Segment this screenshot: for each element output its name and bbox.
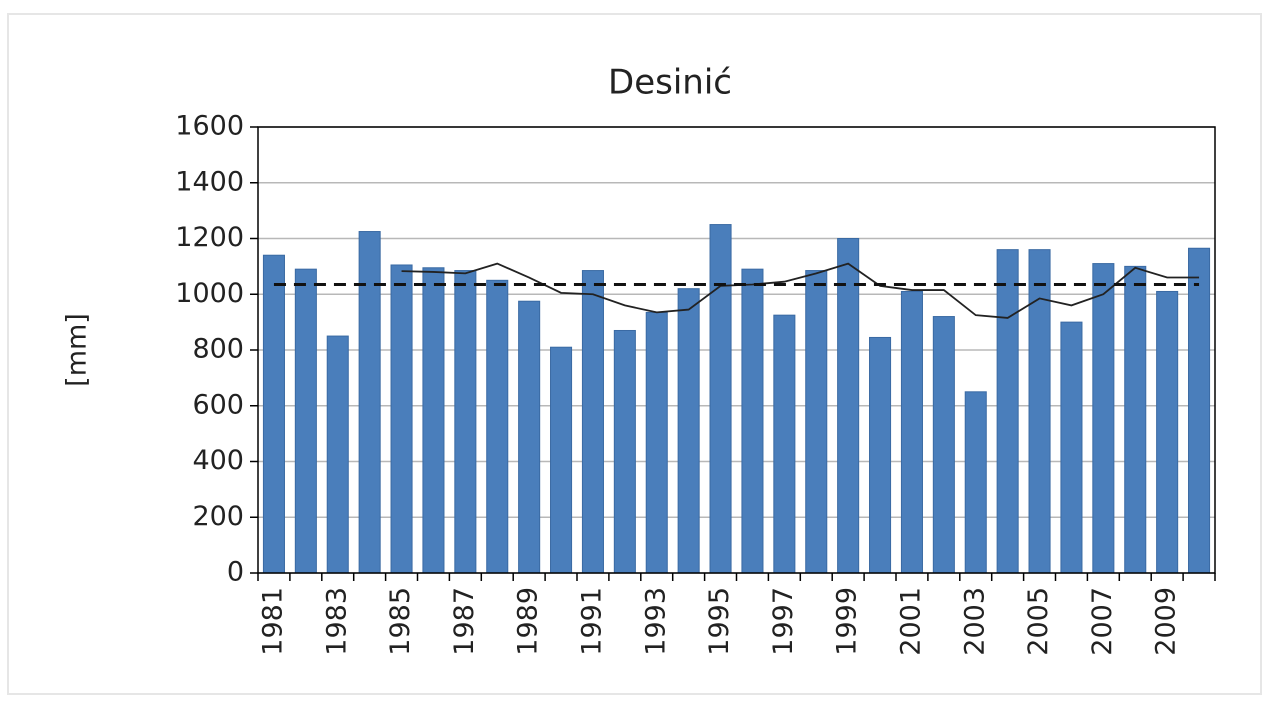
bar xyxy=(518,300,541,574)
bar xyxy=(486,279,509,574)
x-tick-label: 1993 xyxy=(640,587,671,656)
bar xyxy=(422,267,445,574)
bar xyxy=(1092,263,1115,574)
bar xyxy=(900,290,923,574)
bar xyxy=(262,254,285,574)
x-tick-label: 2009 xyxy=(1151,587,1182,656)
y-tick-label: 600 xyxy=(192,389,244,420)
bar xyxy=(550,346,573,574)
bar xyxy=(677,288,700,574)
x-tick-label: 1997 xyxy=(768,587,799,656)
y-tick-label: 200 xyxy=(192,501,244,532)
x-tick-label: 2001 xyxy=(895,587,926,656)
x-tick-label: 1987 xyxy=(449,587,480,656)
bar xyxy=(390,264,413,574)
x-tick-label: 1981 xyxy=(257,587,288,656)
y-tick-label: 400 xyxy=(192,445,244,476)
bar xyxy=(454,270,477,574)
x-tick-label: 1983 xyxy=(321,587,352,656)
y-axis-label: [mm] xyxy=(62,313,93,387)
y-tick-label: 1600 xyxy=(175,111,244,142)
bar xyxy=(996,249,1019,574)
bar xyxy=(805,270,828,574)
y-tick-label: 1000 xyxy=(175,278,244,309)
bar xyxy=(326,335,349,574)
bar xyxy=(964,391,987,574)
y-tick-label: 0 xyxy=(227,557,244,588)
x-tick-label: 1991 xyxy=(576,587,607,656)
x-tick-label: 2005 xyxy=(1023,587,1054,656)
moving-average-line xyxy=(401,262,1200,319)
bar xyxy=(294,268,317,574)
bar xyxy=(645,311,668,574)
x-tick-label: 1995 xyxy=(704,587,735,656)
y-tick-label: 800 xyxy=(192,334,244,365)
y-tick-label: 1400 xyxy=(175,166,244,197)
x-tick-label: 1989 xyxy=(513,587,544,656)
bar xyxy=(741,268,764,574)
x-tick-label: 1999 xyxy=(832,587,863,656)
bar xyxy=(837,238,860,574)
bar xyxy=(1060,321,1083,574)
bar xyxy=(869,336,892,574)
bar xyxy=(358,231,381,574)
x-tick-label: 1985 xyxy=(385,587,416,656)
bar xyxy=(709,224,732,574)
bar xyxy=(773,314,796,574)
x-tick-label: 2003 xyxy=(959,587,990,656)
bar xyxy=(581,270,604,574)
bar xyxy=(1188,247,1211,574)
chart-title: Desinić xyxy=(608,63,732,103)
bar xyxy=(932,316,955,574)
bar xyxy=(613,329,636,574)
bar xyxy=(1124,265,1147,574)
y-tick-label: 1200 xyxy=(175,222,244,253)
bar xyxy=(1156,290,1179,574)
x-tick-label: 2007 xyxy=(1087,587,1118,656)
plot-frame xyxy=(257,126,1216,574)
